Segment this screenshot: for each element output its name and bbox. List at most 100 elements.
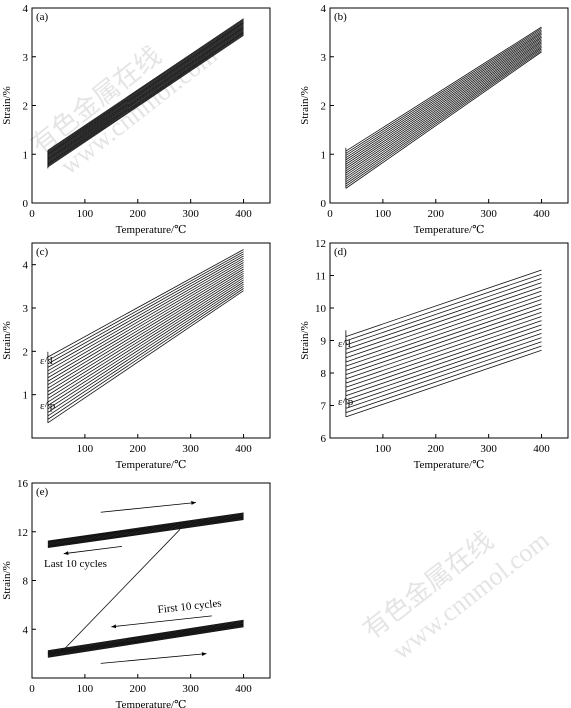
strain-cycle-line bbox=[47, 24, 244, 157]
x-tick-label: 400 bbox=[533, 208, 550, 220]
curves bbox=[47, 512, 244, 658]
x-tick-label: 200 bbox=[428, 208, 445, 220]
strain-cycle-line bbox=[345, 33, 542, 163]
y-axis-label: Strain/% bbox=[1, 86, 13, 125]
x-tick-label: 0 bbox=[29, 683, 35, 695]
x-tick-label: 400 bbox=[533, 443, 550, 455]
x-axis-label: Temperature/℃ bbox=[414, 459, 485, 471]
strain-cycle-line bbox=[345, 39, 542, 172]
direction-arrow bbox=[100, 502, 196, 513]
strain-cycle-line bbox=[345, 311, 542, 380]
strain-cycle-line bbox=[345, 44, 542, 178]
cycle-band-line bbox=[47, 624, 244, 656]
x-axis-label: Temperature/℃ bbox=[116, 699, 187, 708]
cycle-band-line bbox=[47, 624, 244, 657]
y-tick-label: 2 bbox=[23, 101, 29, 113]
y-tick-label: 12 bbox=[315, 238, 326, 250]
strain-cycle-line bbox=[47, 34, 244, 168]
strain-cycle-line bbox=[47, 33, 244, 167]
strain-cycle-line bbox=[47, 27, 244, 160]
y-tick-label: 4 bbox=[23, 3, 29, 15]
cycle-band-line bbox=[47, 517, 244, 547]
strain-cycle-line bbox=[345, 273, 542, 342]
strain-cycle-line bbox=[345, 282, 542, 350]
strain-cycle-line bbox=[47, 281, 244, 410]
y-tick-label: 1 bbox=[23, 149, 29, 161]
strain-cycle-line bbox=[345, 50, 542, 187]
x-tick-label: 200 bbox=[428, 443, 445, 455]
strain-cycle-line bbox=[47, 275, 244, 399]
strain-cycle-line bbox=[47, 257, 244, 372]
strain-cycle-line bbox=[345, 51, 542, 189]
y-axis-label: Strain/% bbox=[299, 86, 311, 125]
cycle-band-line bbox=[47, 519, 244, 549]
y-tick-label: 0 bbox=[321, 198, 327, 210]
strain-cycle-line bbox=[345, 269, 542, 337]
y-tick-label: 6 bbox=[321, 433, 327, 445]
y-tick-label: 0 bbox=[23, 198, 29, 210]
strain-cycle-line bbox=[345, 35, 542, 165]
arrow-head bbox=[111, 624, 117, 629]
cycle-band-line bbox=[47, 513, 244, 543]
strain-cycle-line bbox=[47, 31, 244, 164]
cycle-band-line bbox=[47, 513, 244, 543]
y-tick-label: 2 bbox=[321, 101, 327, 113]
y-tick-label: 8 bbox=[23, 576, 29, 588]
x-tick-label: 100 bbox=[375, 208, 392, 220]
strain-cycle-line bbox=[47, 285, 244, 417]
strain-cycle-line bbox=[47, 277, 244, 403]
x-tick-label: 300 bbox=[480, 208, 497, 220]
x-tick-label: 300 bbox=[480, 443, 497, 455]
x-tick-label: 400 bbox=[235, 683, 252, 695]
x-tick-label: 400 bbox=[235, 208, 252, 220]
x-tick-label: 300 bbox=[182, 208, 199, 220]
strain-cycle-line bbox=[345, 337, 542, 405]
strain-cycle-line bbox=[47, 268, 244, 389]
cycle-band-line bbox=[47, 622, 244, 655]
y-tick-label: 16 bbox=[17, 478, 29, 490]
cycle-band-line bbox=[47, 514, 244, 544]
strain-cycle-line bbox=[345, 299, 542, 367]
chart-panel-2: (b) 0 100 200 300 400 0 1 2 3 4 Temperature/℃ Strain… bbox=[299, 3, 569, 236]
y-tick-label: 4 bbox=[23, 260, 29, 272]
x-tick-label: 100 bbox=[375, 443, 392, 455]
strain-cycle-line bbox=[345, 36, 542, 167]
x-tick-label: 0 bbox=[327, 208, 333, 220]
strain-cycle-line bbox=[345, 290, 542, 359]
chart-panel-3: (c) 100 200 300 400 1 2 3 4 Temperature/℃ Strain/%… bbox=[1, 242, 271, 471]
y-tick-label: 3 bbox=[321, 52, 327, 64]
strain-cycle-line bbox=[345, 328, 542, 397]
x-tick-label: 100 bbox=[77, 683, 94, 695]
y-tick-label: 3 bbox=[23, 52, 29, 64]
y-tick-label: 10 bbox=[315, 303, 327, 315]
strain-cycle-line bbox=[345, 320, 542, 388]
direction-arrow bbox=[111, 615, 212, 628]
strain-cycle-line bbox=[47, 18, 244, 151]
strain-cycle-line bbox=[345, 32, 542, 161]
elastic-strain-label: ε^l bbox=[40, 355, 53, 367]
y-tick-label: 8 bbox=[321, 368, 327, 380]
y-tick-label: 1 bbox=[321, 149, 327, 161]
curves bbox=[47, 18, 244, 169]
plot-frame bbox=[31, 242, 271, 439]
strain-cycle-line bbox=[345, 26, 542, 152]
strain-cycle-line bbox=[47, 22, 244, 155]
x-tick-label: 200 bbox=[130, 208, 147, 220]
y-tick-label: 9 bbox=[321, 336, 327, 348]
strain-cycle-line bbox=[345, 324, 542, 392]
x-axis-label: Temperature/℃ bbox=[414, 224, 485, 236]
strain-cycle-line bbox=[345, 294, 542, 363]
strain-cycle-line bbox=[47, 259, 244, 375]
strain-cycle-line bbox=[47, 264, 244, 382]
y-tick-label: 2 bbox=[23, 346, 29, 358]
panel-label: (b) bbox=[334, 11, 347, 23]
plastic-strain-label: ε^p bbox=[338, 396, 354, 408]
strain-cycle-line bbox=[47, 21, 244, 154]
y-axis-label: Strain/% bbox=[299, 321, 311, 360]
x-tick-label: 200 bbox=[130, 683, 147, 695]
y-axis-label: Strain/% bbox=[1, 561, 13, 600]
strain-cycle-line bbox=[345, 48, 542, 185]
arrow-head bbox=[191, 501, 196, 505]
strain-cycle-line bbox=[345, 307, 542, 376]
strain-cycle-line bbox=[47, 28, 244, 161]
